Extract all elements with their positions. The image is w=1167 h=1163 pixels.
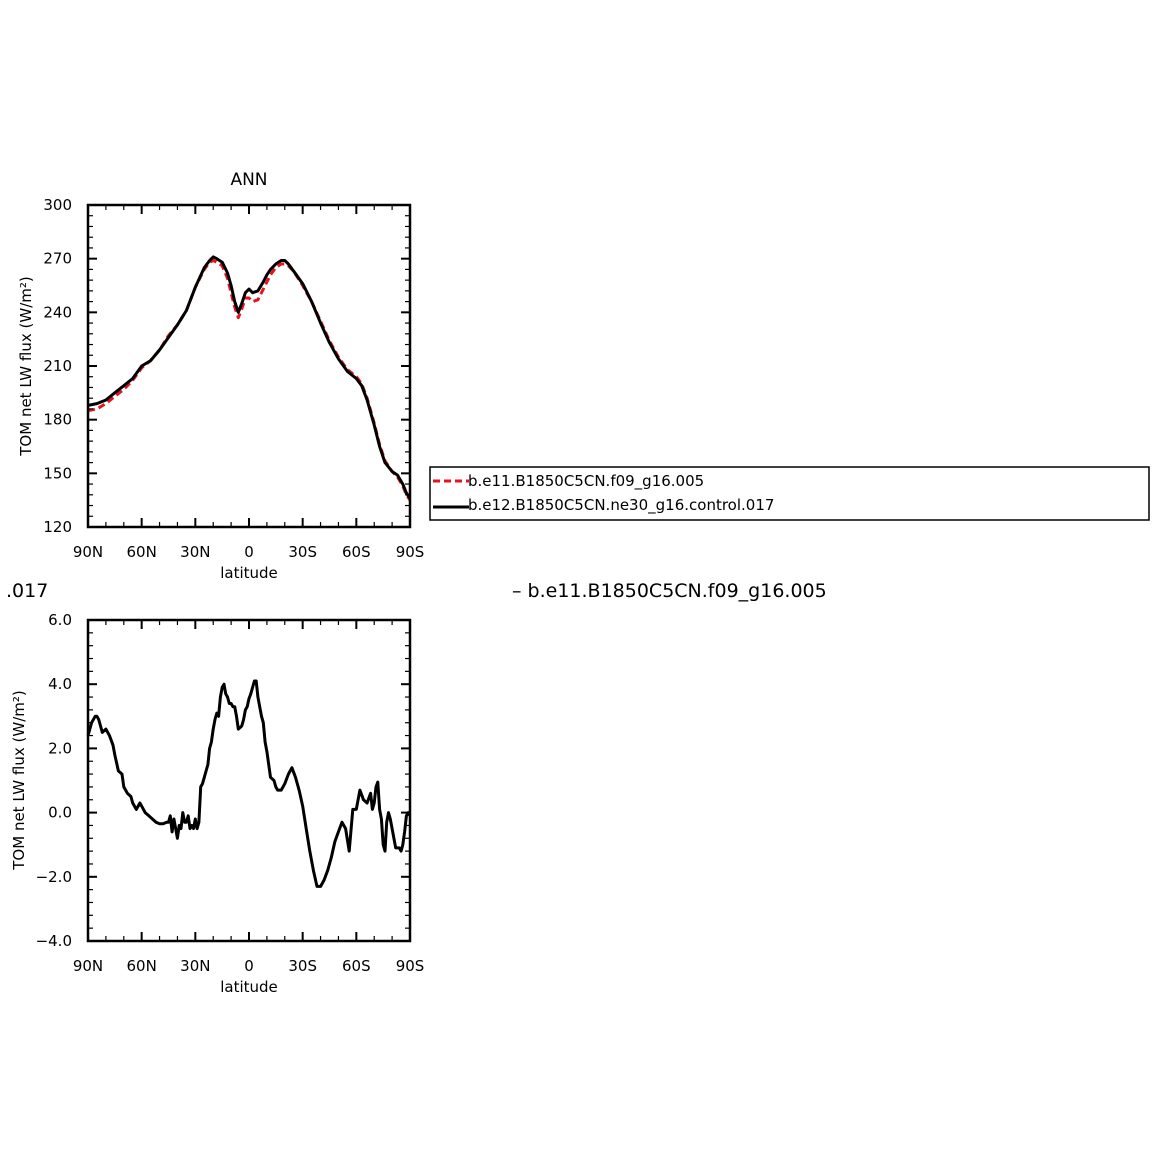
top-panel-title: ANN	[230, 170, 267, 190]
x-tick-label: 90S	[396, 957, 425, 975]
legend: b.e11.B1850C5CN.f09_g16.005 b.e12.B1850C…	[429, 466, 1150, 521]
y-tick-label: 4.0	[48, 675, 72, 693]
bottom-panel-ticks: 90N 60N 30N 0 30S 60S 90S −4.0 −2.0 0.0 2.0 4.0 6.0	[36, 611, 425, 975]
bottom-panel-xlabel: latitude	[220, 978, 278, 996]
x-tick-label: 90N	[73, 543, 103, 561]
series-line-0-0	[87, 259, 412, 502]
top-panel: ANN 90N 60N 30N 0 30S 60S 90S 120 150 180 210 240 27…	[17, 170, 424, 582]
legend-box	[429, 466, 1150, 521]
legend-entry-black: b.e12.B1850C5CN.ne30_g16.control.017	[468, 496, 774, 515]
bottom-panel-lines	[86, 679, 412, 888]
x-tick-label: 30S	[288, 543, 317, 561]
series-line-0-1	[87, 255, 412, 500]
bottom-panel-ylabel: TOM net LW flux (W/m²)	[10, 690, 28, 870]
x-tick-label: 30N	[180, 957, 210, 975]
series-line-1-0	[86, 679, 412, 888]
x-tick-label: 90N	[73, 957, 103, 975]
top-panel-ticks: 90N 60N 30N 0 30S 60S 90S 120 150 180 210 240 270 300	[43, 196, 424, 561]
y-tick-label: 6.0	[48, 611, 72, 629]
x-tick-label: 30S	[288, 957, 317, 975]
bottom-panel-frame	[86, 618, 412, 943]
x-tick-label: 30N	[180, 543, 210, 561]
stray-text-right: – b.e11.B1850C5CN.f09_g16.005	[512, 580, 827, 602]
x-tick-label: 0	[244, 543, 254, 561]
x-tick-label: 60N	[127, 543, 157, 561]
y-tick-label: 180	[43, 411, 72, 429]
y-tick-label: 120	[43, 518, 72, 536]
y-tick-label: −4.0	[36, 932, 72, 950]
x-tick-label: 0	[244, 957, 254, 975]
y-tick-label: −2.0	[36, 868, 72, 886]
top-panel-lines	[87, 255, 412, 502]
y-tick-label: 0.0	[48, 804, 72, 822]
y-tick-label: 270	[43, 250, 72, 268]
x-tick-label: 60S	[342, 543, 371, 561]
top-panel-frame	[86, 203, 412, 529]
y-tick-label: 2.0	[48, 739, 72, 757]
x-tick-label: 60S	[342, 957, 371, 975]
x-tick-label: 90S	[396, 543, 425, 561]
bottom-panel: 90N 60N 30N 0 30S 60S 90S−4.0−2.00.02.04.06.0 …	[10, 611, 424, 996]
legend-entry-red: b.e11.B1850C5CN.f09_g16.005	[468, 472, 704, 491]
y-tick-label: 300	[43, 196, 72, 214]
y-tick-label: 210	[43, 357, 72, 375]
stray-text-left: .017	[6, 580, 48, 602]
y-tick-label: 240	[43, 303, 72, 321]
x-tick-label: 60N	[127, 957, 157, 975]
top-panel-xlabel: latitude	[220, 564, 278, 582]
top-panel-ylabel: TOM net LW flux (W/m²)	[17, 276, 35, 456]
y-tick-label: 150	[43, 464, 72, 482]
